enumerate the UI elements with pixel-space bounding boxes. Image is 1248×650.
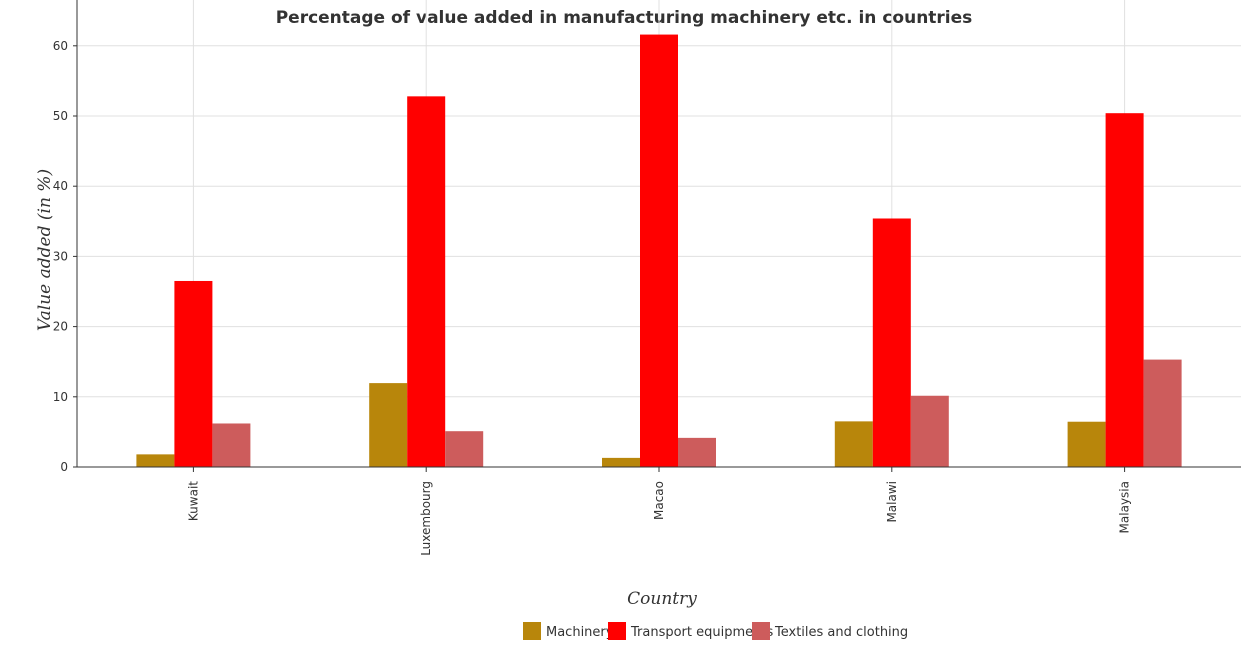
bar-textiles-and-clothing-macao (678, 437, 716, 467)
legend-swatch (752, 622, 770, 640)
x-tick-label: Kuwait (186, 481, 200, 521)
axes (73, 0, 1241, 472)
bar-machinery-malawi (834, 421, 873, 467)
bar-machinery-malaysia (1067, 421, 1106, 467)
bar-transport-equipments-macao (640, 34, 678, 468)
legend-swatch (608, 622, 626, 640)
y-tick-label: 10 (53, 390, 68, 404)
y-tick-label: 50 (53, 109, 68, 123)
x-tick-label: Macao (652, 481, 666, 520)
chart-title: Percentage of value added in manufacturi… (275, 8, 973, 28)
x-tick-label: Malaysia (1118, 481, 1132, 533)
tick-labels: 0 10 20 30 40 50 60 Kuwait Luxembourg Macao Malawi… (53, 39, 1132, 556)
y-tick-label: 60 (53, 39, 68, 53)
y-tick-label: 40 (53, 179, 68, 193)
x-axis-label: Country (627, 589, 697, 609)
bar-textiles-and-clothing-luxembourg (445, 431, 484, 467)
x-tick-label: Luxembourg (419, 481, 433, 556)
bar-machinery-kuwait (136, 454, 175, 467)
bar-transport-equipments-kuwait (174, 280, 213, 467)
legend-label: Transport equipments (630, 625, 773, 640)
bar-textiles-and-clothing-kuwait (212, 423, 251, 467)
bar-textiles-and-clothing-malaysia (1143, 359, 1182, 467)
legend-label: Textiles and clothing (774, 625, 908, 640)
legend: Machinery Transport equipments Textiles an… (523, 622, 908, 640)
bar-machinery-luxembourg (369, 383, 408, 467)
bar-machinery-macao (602, 457, 640, 467)
x-tick-label: Malawi (885, 481, 899, 523)
y-axis-label: Value added (in %) (35, 169, 55, 331)
bars (136, 34, 1182, 468)
legend-label: Machinery (546, 625, 614, 640)
legend-swatch (523, 622, 541, 640)
bar-transport-equipments-malawi (872, 218, 911, 467)
y-tick-label: 0 (60, 460, 68, 474)
y-tick-label: 20 (53, 320, 68, 334)
bar-textiles-and-clothing-malawi (910, 395, 949, 467)
y-tick-label: 30 (53, 249, 68, 263)
bar-transport-equipments-malaysia (1105, 113, 1144, 467)
bar-transport-equipments-luxembourg (407, 96, 446, 468)
